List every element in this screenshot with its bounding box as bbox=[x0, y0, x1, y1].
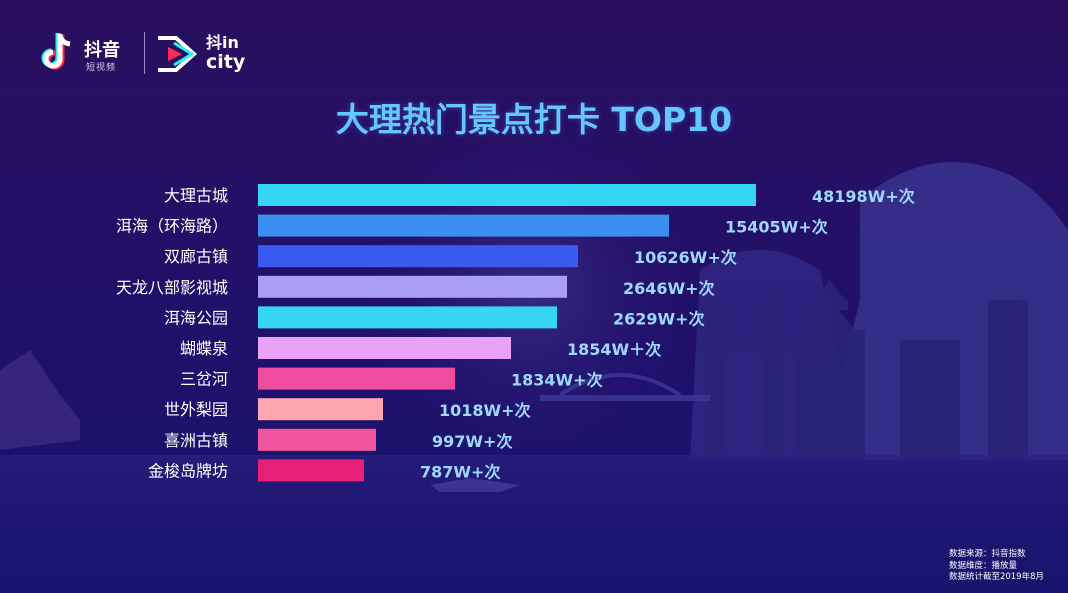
value-label: 1854W＋次 bbox=[567, 340, 661, 359]
category-label: 三岔河 bbox=[180, 370, 228, 389]
category-label: 世外梨园 bbox=[164, 400, 228, 419]
bar bbox=[258, 214, 669, 237]
footnote-source: 数据来源：抖音指数 bbox=[948, 549, 1026, 559]
value-label: 48198W+次 bbox=[812, 187, 915, 206]
category-label: 双廊古镇 bbox=[164, 247, 228, 266]
value-label: 1834W+次 bbox=[511, 371, 603, 390]
bar bbox=[258, 306, 557, 329]
bar bbox=[258, 428, 376, 451]
value-label: 997W+次 bbox=[432, 432, 512, 451]
category-label: 金梭岛牌坊 bbox=[148, 461, 228, 480]
brand-header: 抖音 短视频 抖in city bbox=[38, 30, 268, 76]
category-label: 洱海（环海路） bbox=[116, 217, 228, 236]
brand-name: 抖音 bbox=[84, 40, 120, 61]
brand-divider bbox=[144, 32, 145, 74]
category-label: 大理古城 bbox=[164, 186, 228, 205]
value-label: 1018W+次 bbox=[439, 401, 531, 420]
douyin-city-logo-icon bbox=[158, 36, 198, 72]
value-label: 10626W+次 bbox=[634, 248, 737, 267]
value-label: 2629W+次 bbox=[613, 309, 705, 328]
footnote-dimension: 数据维度：播放量 bbox=[948, 560, 1017, 571]
category-label: 蝴蝶泉 bbox=[180, 339, 228, 358]
chart-title: 大理热门景点打卡 TOP10 bbox=[335, 100, 733, 139]
category-label: 天龙八部影视城 bbox=[116, 278, 228, 297]
bar bbox=[258, 275, 567, 298]
douyin-logo-icon bbox=[41, 33, 71, 70]
bar bbox=[258, 184, 756, 206]
brand-subtitle: 短视频 bbox=[86, 63, 117, 73]
partner-logo-text-line2: city bbox=[206, 51, 246, 73]
bar bbox=[258, 245, 578, 268]
bar bbox=[258, 337, 511, 359]
bar bbox=[258, 459, 364, 482]
value-label: 787W+次 bbox=[420, 462, 500, 481]
data-source-footnote: 数据来源：抖音指数 数据维度：播放量 数据统计截至2019年8月 bbox=[949, 549, 1044, 584]
category-label: 喜洲古镇 bbox=[164, 431, 228, 450]
bar bbox=[258, 398, 383, 421]
category-label: 洱海公园 bbox=[164, 308, 228, 327]
footnote-date: 数据统计截至2019年8月 bbox=[948, 572, 1044, 582]
value-label: 15405W+次 bbox=[725, 218, 828, 237]
value-label: 2646W+次 bbox=[623, 279, 715, 298]
partner-logo-text-line1: 抖in bbox=[206, 33, 239, 52]
bar bbox=[258, 367, 455, 390]
